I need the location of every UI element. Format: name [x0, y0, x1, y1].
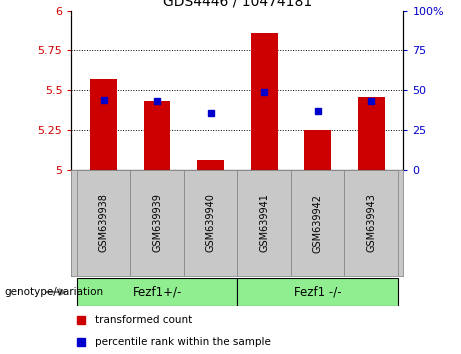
Text: GSM639943: GSM639943: [366, 194, 376, 252]
Text: GSM639941: GSM639941: [259, 194, 269, 252]
Title: GDS4446 / 10474181: GDS4446 / 10474181: [163, 0, 312, 8]
Bar: [304, 130, 331, 170]
Bar: [251, 33, 278, 170]
Text: GSM639939: GSM639939: [152, 194, 162, 252]
Text: Fezf1+/-: Fezf1+/-: [132, 286, 182, 298]
Text: GSM639942: GSM639942: [313, 194, 323, 252]
Text: transformed count: transformed count: [95, 315, 192, 325]
Bar: [344, 170, 398, 276]
Text: GSM639938: GSM639938: [99, 194, 109, 252]
Bar: [184, 170, 237, 276]
Text: percentile rank within the sample: percentile rank within the sample: [95, 337, 271, 347]
Bar: [237, 278, 398, 306]
Bar: [291, 170, 344, 276]
Bar: [77, 278, 237, 306]
Bar: [358, 97, 384, 170]
Text: GSM639940: GSM639940: [206, 194, 216, 252]
Text: genotype/variation: genotype/variation: [5, 287, 104, 297]
Bar: [77, 170, 130, 276]
Bar: [144, 101, 171, 170]
Bar: [197, 160, 224, 170]
Bar: [130, 170, 184, 276]
Bar: [90, 79, 117, 170]
Text: Fezf1 -/-: Fezf1 -/-: [294, 286, 342, 298]
Bar: [237, 170, 291, 276]
